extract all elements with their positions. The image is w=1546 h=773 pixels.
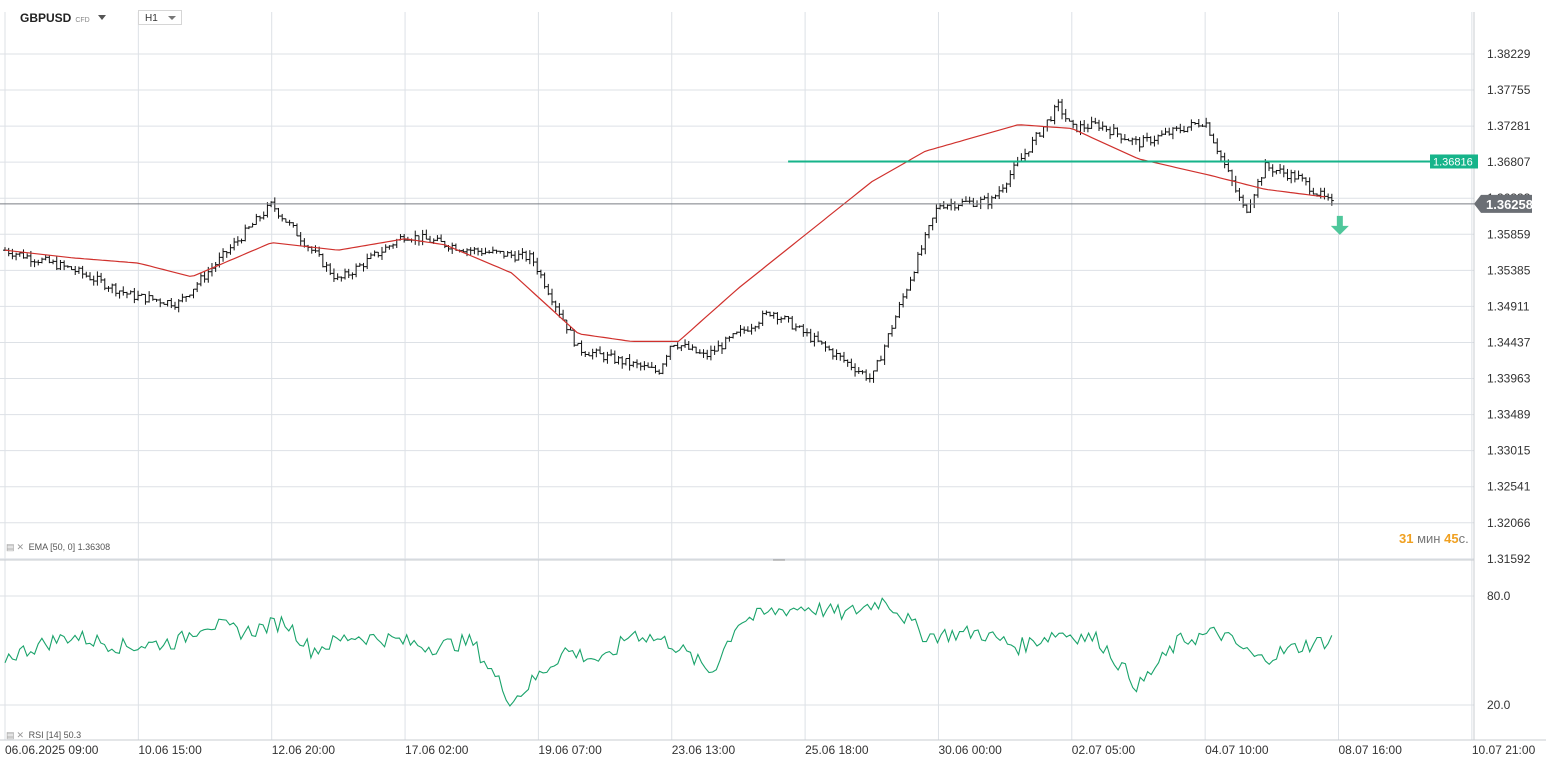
timer-minutes: 31 [1399, 531, 1414, 546]
time-tick-label: 19.06 07:00 [538, 743, 602, 757]
close-icon[interactable]: ✕ [16, 542, 25, 552]
price-tick-label: 1.38229 [1487, 47, 1531, 61]
chevron-down-icon[interactable] [168, 16, 176, 20]
level-price-tag [1430, 154, 1478, 169]
current-price-tag [1474, 194, 1532, 213]
price-tick-label: 1.32541 [1487, 480, 1531, 494]
price-tick-label: 1.33489 [1487, 408, 1531, 422]
ema-params: [50, 0] [50, 542, 76, 552]
time-tick-label: 17.06 02:00 [405, 743, 469, 757]
rsi-indicator-label: ▤ ✕ RSI [14] 50.3 [6, 730, 81, 741]
timer-seconds: 45 [1444, 531, 1459, 546]
rsi-tick-label: 20.0 [1487, 698, 1511, 712]
price-tick-label: 1.32066 [1487, 516, 1531, 530]
time-tick-label: 10.07 21:00 [1472, 743, 1536, 757]
ema-value: 1.36308 [77, 542, 111, 552]
timer-sec-unit: с. [1458, 531, 1469, 546]
price-tick-label: 1.35385 [1487, 263, 1531, 277]
chart-toolbar: GBPUSD CFD H1 [0, 0, 1546, 34]
symbol-badge: CFD [75, 17, 90, 24]
price-tick-label: 1.33015 [1487, 444, 1531, 458]
time-tick-label: 10.06 15:00 [138, 743, 202, 757]
time-tick-label: 12.06 20:00 [272, 743, 336, 757]
ema-indicator-label: ▤ ✕ EMA [50, 0] 1.36308 [6, 542, 110, 553]
price-tick-label: 1.33963 [1487, 372, 1531, 386]
price-tick-label: 1.35859 [1487, 227, 1531, 241]
timeframe-value: H1 [145, 13, 158, 24]
price-tick-label: 1.36807 [1487, 155, 1531, 169]
current-price-label: 1.36258 [1486, 197, 1533, 212]
candle-countdown: 31 мин 45с. [1399, 531, 1469, 546]
ema-line [4, 124, 1326, 342]
time-tick-label: 06.06.2025 09:00 [5, 743, 99, 757]
close-icon[interactable]: ✕ [16, 730, 25, 740]
time-tick-label: 30.06 00:00 [938, 743, 1002, 757]
menu-icon[interactable]: ▤ [6, 542, 15, 552]
level-price-label: 1.36816 [1433, 156, 1473, 168]
price-tick-label: 1.34911 [1487, 299, 1530, 313]
time-tick-label: 02.07 05:00 [1072, 743, 1136, 757]
rsi-line [4, 597, 1333, 707]
price-tick-label: 1.37281 [1487, 119, 1531, 133]
chevron-down-icon[interactable] [97, 15, 106, 20]
timeframe-select[interactable]: H1 [138, 10, 182, 25]
time-tick-label: 25.06 18:00 [805, 743, 869, 757]
time-tick-label: 08.07 16:00 [1339, 743, 1403, 757]
rsi-name: RSI [28, 730, 44, 740]
price-tick-label: 1.31592 [1487, 552, 1531, 566]
sell-arrow-icon [1330, 215, 1349, 235]
symbol-selector[interactable]: GBPUSD CFD [20, 11, 106, 25]
price-tick-label: 1.37755 [1487, 83, 1531, 97]
symbol-name: GBPUSD [20, 11, 72, 25]
rsi-value: 50.3 [63, 730, 82, 740]
ema-name: EMA [28, 542, 48, 552]
price-tick-label: 1.34437 [1487, 335, 1531, 349]
rsi-tick-label: 80.0 [1487, 589, 1511, 603]
time-tick-label: 23.06 13:00 [672, 743, 736, 757]
rsi-params: [14] [46, 730, 62, 740]
menu-icon[interactable]: ▤ [6, 730, 15, 740]
time-tick-label: 04.07 10:00 [1205, 743, 1269, 757]
timer-min-unit: мин [1417, 531, 1441, 546]
